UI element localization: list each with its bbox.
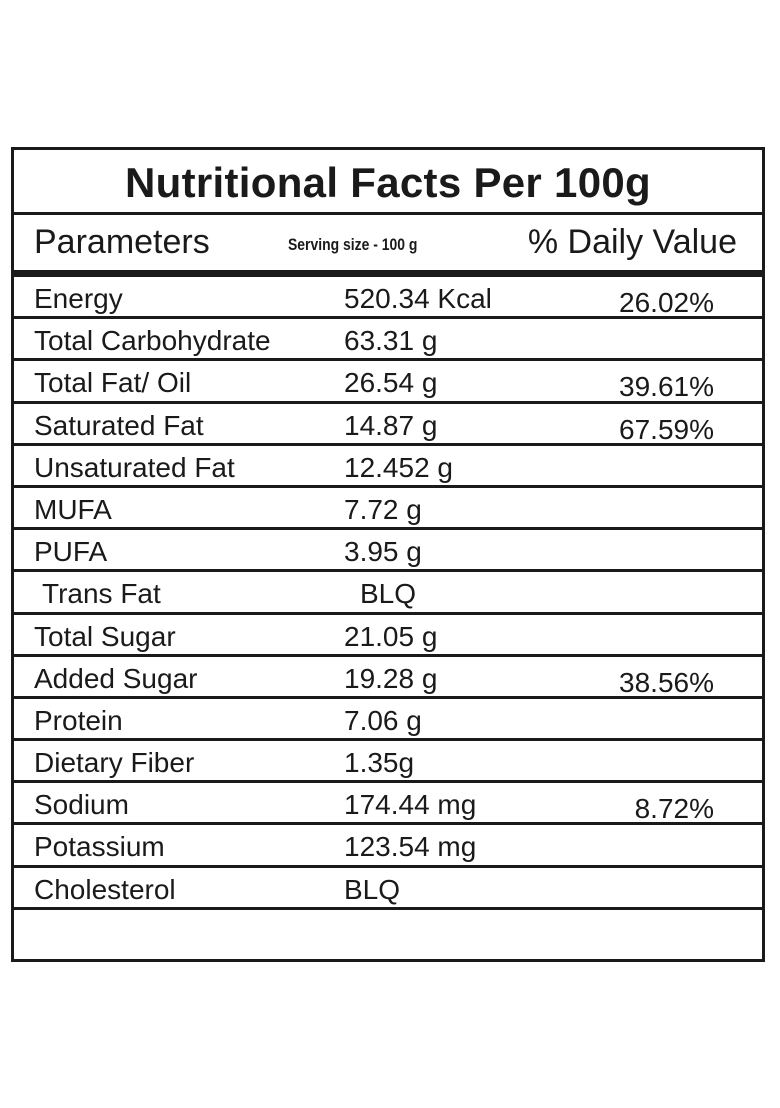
nutrient-name: Saturated Fat (34, 409, 204, 441)
nutrient-amount: 520.34 Kcal (344, 283, 492, 314)
nutrient-amount: BLQ (344, 873, 401, 905)
nutrient-amount: 12.452 g (344, 451, 453, 483)
header-divider (14, 270, 762, 277)
nutrient-name: Dietary Fiber (34, 747, 195, 779)
nutrient-amount: 19.28 g (344, 662, 438, 694)
empty-table-row (14, 910, 762, 952)
panel-title: Nutritional Facts Per 100g (14, 150, 762, 215)
nutrient-name: Trans Fat (42, 578, 161, 610)
table-row: Dietary Fiber 1.35g (14, 741, 762, 784)
nutrient-name: Potassium (34, 831, 165, 863)
nutrition-facts-panel: Nutritional Facts Per 100g Parameters Se… (11, 147, 765, 962)
nutrient-name: Unsaturated Fat (34, 451, 235, 483)
table-row: MUFA 7.72 g (14, 488, 762, 531)
nutrient-name: Total Carbohydrate (34, 325, 271, 357)
table-row: PUFA 3.95 g (14, 530, 762, 573)
parameters-header: Parameters (34, 223, 210, 261)
daily-value-header: % Daily Value (527, 223, 737, 261)
nutrient-amount: 3.95 g (344, 536, 422, 568)
nutrient-name: Protein (34, 704, 123, 736)
column-header-row: Parameters Serving size - 100 g % Daily … (14, 215, 762, 270)
nutrient-amount: 7.06 g (344, 704, 422, 736)
serving-size-label: Serving size - 100 g (288, 235, 418, 254)
nutrient-amount: BLQ (360, 578, 417, 610)
nutrient-daily-value: 26.02% (619, 287, 714, 318)
nutrient-daily-value: 67.59% (619, 413, 714, 445)
table-row: Sodium 174.44 mg 8.72% (14, 783, 762, 826)
nutrient-name: MUFA (34, 493, 112, 525)
nutrient-name: Cholesterol (34, 873, 176, 905)
nutrient-name: Energy (34, 283, 123, 314)
nutrient-amount: 7.72 g (344, 493, 422, 525)
table-row: Trans Fat BLQ (14, 572, 762, 615)
table-row: Total Sugar 21.05 g (14, 615, 762, 657)
nutrient-amount: 1.35g (344, 747, 415, 779)
nutrient-name: PUFA (34, 536, 108, 568)
table-row: Total Fat/ Oil 26.54 g 39.61% (14, 361, 762, 404)
table-row: Energy 520.34 Kcal 26.02% (14, 277, 762, 320)
table-row: Saturated Fat 14.87 g 67.59% (14, 404, 762, 446)
nutrient-name: Total Sugar (34, 620, 176, 652)
table-row: Cholesterol BLQ (14, 868, 762, 910)
nutrient-amount: 63.31 g (344, 325, 438, 357)
nutrient-amount: 21.05 g (344, 620, 438, 652)
nutrient-amount: 123.54 mg (344, 831, 477, 863)
table-row: Protein 7.06 g (14, 699, 762, 742)
nutrient-amount: 174.44 mg (344, 789, 477, 821)
nutrient-daily-value: 38.56% (619, 666, 714, 698)
nutrient-daily-value: 39.61% (619, 371, 714, 403)
nutrient-name: Total Fat/ Oil (34, 367, 192, 399)
nutrient-name: Added Sugar (34, 662, 198, 694)
nutrient-amount: 26.54 g (344, 367, 438, 399)
nutrient-daily-value: 8.72% (634, 793, 714, 825)
table-row: Added Sugar 19.28 g 38.56% (14, 657, 762, 699)
table-row: Total Carbohydrate 63.31 g (14, 319, 762, 362)
table-row: Unsaturated Fat 12.452 g (14, 446, 762, 488)
nutrient-table: Energy 520.34 Kcal 26.02% Total Carbohyd… (14, 277, 762, 952)
table-row: Potassium 123.54 mg (14, 825, 762, 868)
nutrient-amount: 14.87 g (344, 409, 438, 441)
nutrient-name: Sodium (34, 789, 129, 821)
